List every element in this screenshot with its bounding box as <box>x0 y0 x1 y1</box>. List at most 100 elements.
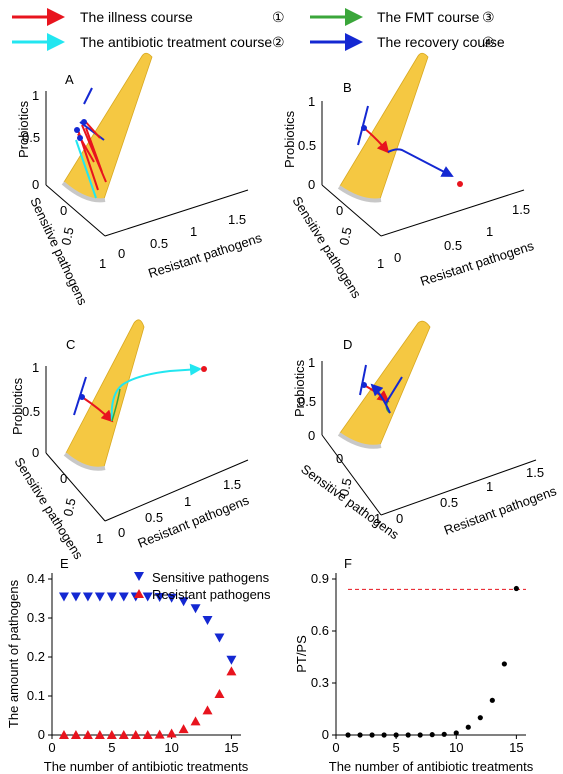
data-point <box>441 731 447 737</box>
ytick-label: 0.1 <box>27 688 45 703</box>
ytick-c-2: 0.5 <box>60 497 78 518</box>
surface-edge-c <box>63 452 106 471</box>
data-point-resistant <box>94 730 105 739</box>
x-axis-c <box>104 459 249 522</box>
ztick-c-1: 1 <box>32 360 39 375</box>
surface-b <box>339 52 429 200</box>
data-point-sensitive <box>58 592 69 602</box>
xtick-b-1: 0 <box>394 250 401 265</box>
xlabel-b: Resistant pathogens <box>418 238 536 289</box>
xtick-label: 15 <box>224 740 238 755</box>
xtick-label: 0 <box>332 740 339 755</box>
ztick-b-1: 1 <box>308 94 315 109</box>
ztick-a-3: 0 <box>32 177 39 192</box>
xtick-c-4: 1.5 <box>223 477 241 492</box>
data-point-sensitive <box>154 592 165 602</box>
data-point-resistant <box>154 729 165 739</box>
panel-letter-c: C <box>66 337 75 352</box>
legend: The illness course ① The antibiotic trea… <box>12 8 505 51</box>
data-point <box>417 732 423 738</box>
data-point-resistant <box>190 716 201 726</box>
xtick-b-2: 0.5 <box>444 238 462 253</box>
marks-f <box>345 585 519 738</box>
legend-label-sensitive: Sensitive pathogens <box>152 570 270 585</box>
data-point-sensitive <box>118 592 129 602</box>
x-ticks-e: 0 5 10 15 <box>48 735 239 755</box>
ytick-b-1: 0 <box>336 203 343 218</box>
data-point-resistant <box>118 730 129 739</box>
x-axis-d <box>380 459 537 516</box>
legend-marker-sensitive <box>134 572 144 581</box>
ytick-d-3: 1 <box>374 511 381 526</box>
data-point-sensitive <box>226 655 237 665</box>
x-axis-a <box>104 189 249 237</box>
data-point <box>489 697 495 703</box>
legend-label-fmt: The FMT course <box>377 9 480 25</box>
ztick-c-2: 0.5 <box>22 404 40 419</box>
xtick-a-2: 0.5 <box>150 236 168 251</box>
x-ticks-f: 0 5 10 15 <box>332 735 524 755</box>
panel-letter-a: A <box>65 72 74 87</box>
ytick-a-1: 0 <box>60 203 67 218</box>
xtick-label: 10 <box>164 740 178 755</box>
marks-e <box>58 592 237 739</box>
panel-e: E 0 0.1 0.2 0.3 0.4 0 5 10 15 The number of ant… <box>6 556 271 774</box>
ztick-d-2: 0.5 <box>298 394 316 409</box>
panel-d: D 1 0.5 0 Probiotics 0 0.5 1 Sensitive p… <box>292 320 559 543</box>
y-ticks-e: 0 0.1 0.2 0.3 0.4 <box>27 571 52 742</box>
zlabel-b: Probiotics <box>282 110 297 168</box>
ylabel-b: Sensitive pathogens <box>289 194 364 302</box>
legend-marker-resistant <box>134 589 144 598</box>
legend-item-recovery: The recovery course ④ <box>310 33 505 51</box>
legend-label-antibiotic: The antibiotic treatment course <box>80 34 272 50</box>
ytick-c-3: 1 <box>96 531 103 546</box>
data-point <box>405 732 411 738</box>
ytick-d-2: 0.5 <box>336 477 354 498</box>
panel-letter-b: B <box>343 80 352 95</box>
data-point-sensitive <box>94 592 105 602</box>
xtick-c-3: 1 <box>184 494 191 509</box>
zlabel-d: Probiotics <box>292 359 307 417</box>
x-axis-b <box>380 189 525 237</box>
data-point <box>369 732 375 738</box>
ytick-label: 0.6 <box>311 623 329 638</box>
ytick-label: 0.9 <box>311 571 329 586</box>
trajectories-b <box>357 105 463 187</box>
data-point-resistant <box>226 666 237 676</box>
ytick-label: 0.4 <box>27 571 45 586</box>
ytick-a-2: 0.5 <box>58 226 76 247</box>
panel-f: F 0 0.3 0.6 0.9 0 5 10 15 The number of antibi… <box>294 556 534 774</box>
data-point <box>393 732 399 738</box>
ytick-d-1: 0 <box>336 451 343 466</box>
y-axis-b <box>321 184 382 237</box>
data-point <box>465 724 471 730</box>
data-point-resistant <box>202 705 213 715</box>
panel-c: C 1 0.5 0 Probiotics 0 0.5 1 Sensitive p… <box>10 319 251 562</box>
legend-item-illness: The illness course ① <box>12 8 285 26</box>
xlabel-e: The number of antibiotic treatments <box>44 759 249 774</box>
panel-letter-d: D <box>343 337 352 352</box>
ylabel-e: The amount of pathogens <box>6 579 21 728</box>
ylabel-f: PT/PS <box>294 635 309 673</box>
xtick-d-2: 0.5 <box>440 495 458 510</box>
ytick-c-1: 0 <box>60 471 67 486</box>
ytick-label: 0.3 <box>311 675 329 690</box>
data-point-resistant <box>214 689 225 699</box>
ztick-b-2: 0.5 <box>298 138 316 153</box>
legend-e: Sensitive pathogens Resistant pathogens <box>134 570 271 602</box>
data-point-sensitive <box>82 592 93 602</box>
xtick-label: 10 <box>449 740 463 755</box>
xtick-d-3: 1 <box>486 479 493 494</box>
trajectories-a <box>74 87 107 199</box>
data-point <box>453 730 459 736</box>
ytick-label: 0.3 <box>27 610 45 625</box>
ztick-a-1: 1 <box>32 88 39 103</box>
ytick-label: 0.2 <box>27 649 45 664</box>
surface-edge-b <box>337 185 382 203</box>
data-point-sensitive <box>106 592 117 602</box>
xtick-d-4: 1.5 <box>526 465 544 480</box>
ytick-a-3: 1 <box>99 256 106 271</box>
surface-edge-d <box>337 432 382 449</box>
xtick-label: 5 <box>393 740 400 755</box>
legend-number-illness: ① <box>272 9 285 25</box>
